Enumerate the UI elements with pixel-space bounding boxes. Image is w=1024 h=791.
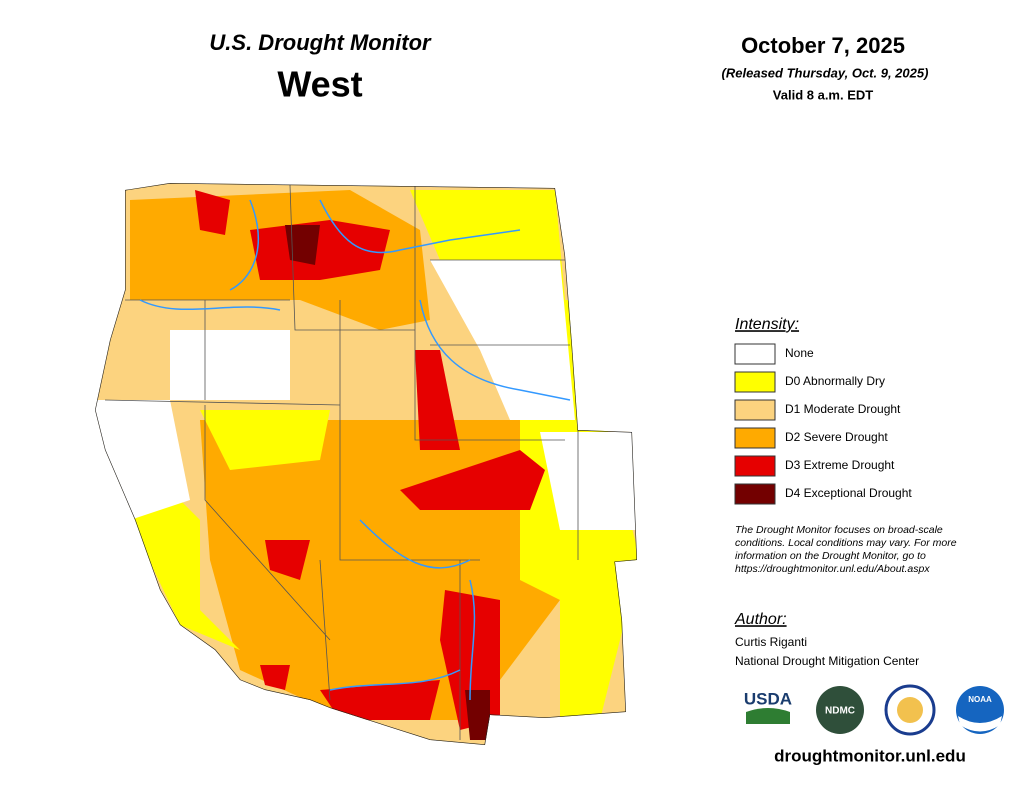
legend-label: D1 Moderate Drought: [785, 402, 901, 416]
note: The Drought Monitor focuses on broad-sca…: [735, 524, 957, 575]
legend-swatch: [734, 427, 776, 449]
legend-swatch: [734, 399, 776, 421]
note-line: https://droughtmonitor.unl.edu/About.asp…: [735, 563, 930, 575]
legend-label: D0 Abnormally Dry: [785, 374, 885, 388]
author-org: National Drought Mitigation Center: [735, 654, 919, 668]
legend-title: Intensity:: [735, 316, 799, 333]
logos: USDA NDMC NOAA: [744, 684, 1004, 736]
legend-label: D2 Severe Drought: [785, 430, 888, 444]
legend-label: D4 Exceptional Drought: [785, 486, 912, 500]
legend-swatch: [734, 483, 776, 505]
note-line: information on the Drought Monitor, go t…: [735, 550, 926, 562]
title: U.S. Drought Monitor: [209, 30, 432, 55]
date: October 7, 2025: [741, 33, 905, 58]
legend-swatch: [734, 371, 776, 393]
website[interactable]: droughtmonitor.unl.edu: [774, 746, 966, 765]
author-title: Author:: [734, 611, 787, 628]
note-line: conditions. Local conditions may vary. F…: [735, 537, 957, 549]
legend-label: None: [785, 346, 814, 360]
region: West: [277, 64, 362, 105]
noaa-logo: NOAA: [968, 695, 992, 704]
legend-label: D3 Extreme Drought: [785, 458, 895, 472]
legend-swatch: [734, 343, 776, 365]
legend: None D0 Abnormally Dry D1 Moderate Drought…: [734, 343, 912, 505]
released: (Released Thursday, Oct. 9, 2025): [722, 65, 929, 80]
valid: Valid 8 a.m. EDT: [773, 87, 873, 102]
author-name: Curtis Riganti: [735, 635, 807, 649]
usda-logo: USDA: [744, 689, 792, 708]
note-line: The Drought Monitor focuses on broad-sca…: [735, 524, 943, 536]
ndmc-logo: NDMC: [825, 706, 855, 717]
legend-swatch: [734, 455, 776, 477]
map: [95, 183, 637, 745]
